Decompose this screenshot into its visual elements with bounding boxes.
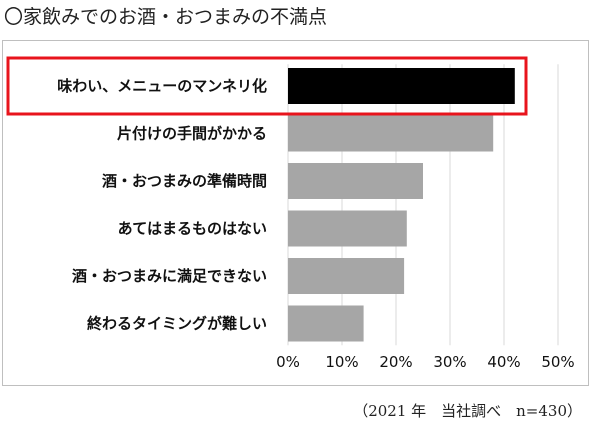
category-label: 酒・おつまみの準備時間 (102, 172, 267, 190)
category-label: 終わるタイミングが難しい (87, 315, 267, 333)
x-tick-label: 10% (325, 353, 358, 371)
category-label: あてはまるものはない (118, 220, 267, 238)
gridlines (287, 64, 559, 346)
category-label: 味わい、メニューのマンネリ化 (57, 77, 267, 95)
page-title: 〇家飲みでのお酒・おつまみの不満点 (4, 6, 328, 28)
highlight-layer (6, 56, 528, 116)
category-label: 片付けの手間がかかる (117, 125, 267, 143)
x-tick-label: 0% (276, 353, 300, 371)
bar (288, 163, 423, 199)
chart-frame: 味わい、メニューのマンネリ化片付けの手間がかかる酒・おつまみの準備時間あてはまる… (2, 40, 589, 386)
x-axis-tick-labels: 0% 10% 20% 30% 40% 50% (276, 353, 575, 371)
x-tick-label: 30% (433, 353, 466, 371)
x-tick-label: 40% (487, 353, 520, 371)
bar (288, 68, 515, 104)
bar (288, 210, 407, 247)
highlight-box (6, 56, 528, 116)
x-tick-label: 20% (379, 353, 412, 371)
source-note: （2021 年 当社調べ n=430） (353, 402, 582, 420)
bar (288, 115, 494, 152)
bar (288, 305, 364, 342)
category-label: 酒・おつまみに満足できない (72, 267, 267, 285)
bar-chart: 味わい、メニューのマンネリ化片付けの手間がかかる酒・おつまみの準備時間あてはまる… (6, 56, 575, 371)
x-tick-label: 50% (541, 353, 574, 371)
bars (288, 68, 515, 342)
category-labels: 味わい、メニューのマンネリ化片付けの手間がかかる酒・おつまみの準備時間あてはまる… (57, 77, 267, 333)
bar (288, 258, 405, 294)
